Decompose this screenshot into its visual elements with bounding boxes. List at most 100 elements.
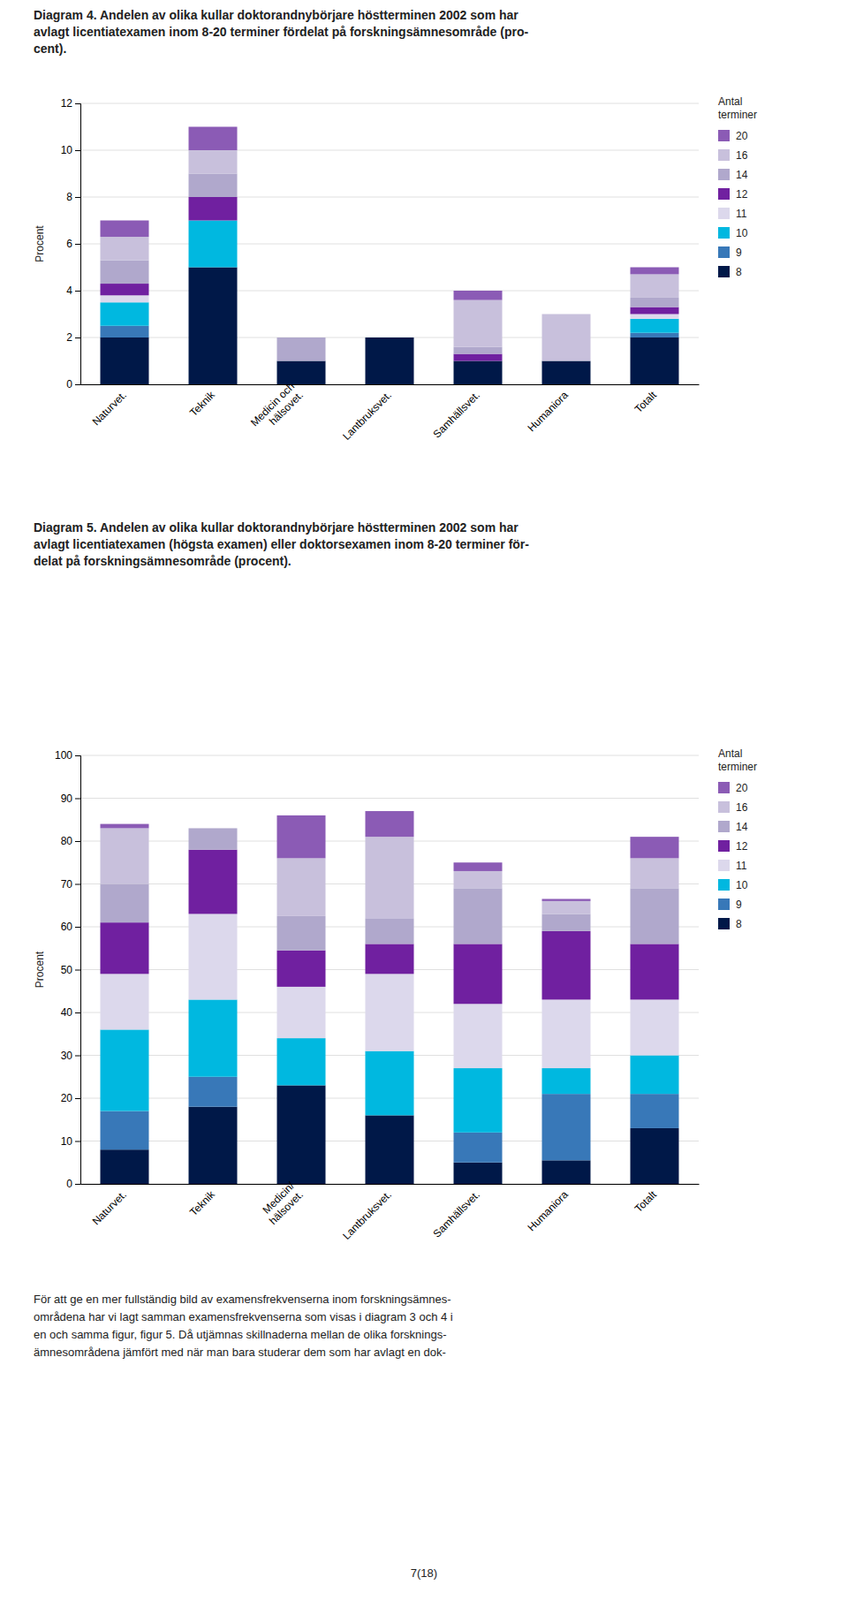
bar-segment (630, 1093, 680, 1129)
bar-segment (630, 314, 680, 319)
bar-series (100, 150, 680, 362)
legend-item: 10 (718, 878, 749, 892)
legend-label: 20 (735, 781, 749, 795)
bar-segment (542, 913, 591, 931)
x-tick-label: Samhällsvet. (430, 1188, 482, 1240)
legend-item: 16 (718, 149, 749, 162)
bar-segment (454, 943, 503, 1004)
x-tick: Samhällsvet. (430, 388, 482, 440)
legend-swatch (718, 149, 730, 161)
tick-mark (75, 969, 81, 971)
legend-label: 9 (735, 898, 742, 911)
x-tick: Naturvet. (90, 388, 129, 428)
text-line: områdena har vi lagt samman examensfrekv… (33, 1309, 454, 1324)
y-tick: 60 (60, 920, 81, 933)
bar-segment (542, 313, 591, 315)
bar-segment (542, 901, 591, 915)
y-tick-label: 80 (60, 834, 74, 848)
bar-segment (277, 986, 326, 1038)
text-line: en och samma figur, figur 5. Då utjämnas… (33, 1327, 447, 1341)
text-line: ämnesområdena jämfört med när man bara s… (33, 1345, 447, 1359)
bar-segment (277, 857, 326, 916)
legend-label: 8 (735, 917, 742, 931)
bar-segment (454, 870, 503, 888)
text-line: Humaniora (525, 388, 572, 435)
bar-series (100, 220, 680, 334)
legend-item: 11 (718, 207, 748, 220)
legend-label: 14 (735, 820, 749, 833)
legend-item: 14 (718, 168, 749, 182)
bar-segment (365, 1051, 415, 1116)
text-line: Teknik (187, 387, 219, 419)
bar-segment (365, 337, 415, 385)
bar-segment (277, 337, 326, 339)
tick-mark (75, 243, 81, 245)
bar-segment (365, 337, 415, 339)
bar-segment (277, 950, 326, 987)
y-axis: 0102030405060708090100 (54, 749, 82, 1190)
bar-segment (454, 1003, 503, 1068)
bar-segment (630, 1055, 680, 1095)
legend-label: 10 (735, 227, 749, 240)
bar-segment (365, 337, 415, 339)
text-line: Antal (718, 747, 742, 760)
legend-swatch (718, 840, 730, 852)
y-tick: 8 (66, 190, 81, 204)
bar-segment (365, 810, 415, 837)
legend-title: Antalterminer (718, 747, 758, 773)
bars (100, 127, 680, 386)
x-tick: Lantbruksvet. (340, 1188, 394, 1242)
tick-mark (75, 384, 81, 386)
x-tick: Medicin ochhälsovet. (248, 379, 306, 438)
x-tick-label: Lantbruksvet. (340, 388, 394, 443)
bar-segment (365, 1114, 415, 1184)
x-tick: Teknik (187, 1187, 219, 1219)
bar-series (100, 127, 680, 301)
x-tick-label: Medicin ochhälsovet. (248, 379, 306, 438)
y-tick-label: 0 (66, 1177, 73, 1190)
x-tick-label: Humaniora (525, 1188, 572, 1235)
bar-segment (630, 267, 680, 275)
grid (80, 103, 699, 385)
bar-segment (100, 1029, 150, 1111)
tick-mark (75, 798, 81, 800)
bar-segment (454, 300, 503, 348)
bar-segment (454, 1162, 503, 1184)
y-tick-label: 100 (54, 749, 73, 762)
bar-series (100, 174, 680, 362)
y-tick-label: 12 (60, 97, 74, 110)
text-line: Teknik (187, 1187, 219, 1219)
bar-segment (454, 1067, 503, 1133)
x-axis: Naturvet. Teknik Medicin ochhälsovet. Lantb… (81, 379, 700, 443)
bar-segment (454, 361, 503, 386)
tick-mark (75, 1012, 81, 1014)
bar-segment (189, 150, 238, 175)
legend-swatch (718, 781, 730, 794)
y-axis-title: Procent (33, 225, 46, 263)
bar-segment (630, 297, 680, 308)
bar-segment (277, 916, 326, 951)
y-tick-label: 4 (66, 284, 73, 297)
grid-line (80, 290, 699, 292)
bar-segment (542, 999, 591, 1068)
legend-item: 11 (718, 859, 748, 872)
text-line: delat på forskningsämnesområde (procent)… (33, 553, 292, 568)
bar-segment (189, 827, 238, 829)
bar-segment (630, 836, 680, 858)
legend-label: 11 (735, 207, 748, 220)
bar-segment (100, 283, 150, 296)
text-line: avlagt licentiatexamen inom 8-20 termine… (33, 24, 529, 39)
y-tick: 90 (60, 792, 81, 805)
bar-segment (365, 337, 415, 339)
bar-segment (100, 337, 150, 385)
bar-series (100, 267, 680, 386)
x-tick-label: Totalt (632, 1188, 660, 1216)
x-tick: Samhällsvet. (430, 1188, 482, 1240)
tick-mark (75, 196, 81, 198)
bar-segment (542, 931, 591, 1000)
bar-segment (100, 295, 150, 303)
bar-segment (542, 1093, 591, 1160)
bar-segment (100, 302, 150, 326)
bar-series (100, 810, 680, 901)
legend-swatch (718, 168, 730, 181)
